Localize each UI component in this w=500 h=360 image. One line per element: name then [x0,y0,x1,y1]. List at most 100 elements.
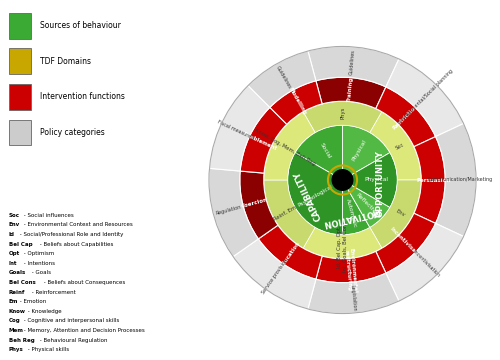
Text: Restrictions: Restrictions [392,101,422,131]
Text: Physical: Physical [364,177,388,183]
Wedge shape [288,153,343,235]
Text: Phys: Phys [340,107,345,120]
Wedge shape [376,213,436,273]
Text: Sources of behaviour: Sources of behaviour [40,21,121,30]
Wedge shape [370,180,421,248]
Text: Reinf: Reinf [8,289,25,294]
Text: Coercion: Coercion [241,198,268,210]
Text: TDF Domains: TDF Domains [40,57,91,66]
Bar [8,120,31,145]
Wedge shape [303,101,382,132]
Text: - Behavioural Regulation: - Behavioural Regulation [38,338,108,343]
Text: Know, Cog, Mem, Beh Reg: Know, Cog, Mem, Beh Reg [254,127,316,166]
Text: Service provision: Service provision [260,258,289,296]
Text: - Goals: - Goals [30,270,51,275]
Text: Goals: Goals [8,270,26,275]
Text: Bel Cap: Bel Cap [8,242,32,247]
Text: Physical: Physical [352,139,368,162]
Text: Mem: Mem [8,328,24,333]
Text: Training: Training [347,77,354,103]
Wedge shape [209,168,258,257]
Text: Legislation: Legislation [349,284,356,311]
Text: - Environmental Context and Resources: - Environmental Context and Resources [22,222,133,228]
Text: Persuasion: Persuasion [416,177,450,183]
Text: Int: Int [8,261,17,266]
Text: - Beliefs about Consequences: - Beliefs about Consequences [42,280,125,285]
Wedge shape [316,77,386,109]
Text: Policy categories: Policy categories [40,128,105,137]
Wedge shape [264,112,315,180]
Wedge shape [386,59,464,136]
Text: Modelling: Modelling [287,87,307,116]
Text: Env: Env [8,222,20,228]
Wedge shape [248,51,316,107]
Bar [8,49,31,74]
Text: Id, Bel Cap, Opt,
Int, Goals, Bel Cons: Id, Bel Cap, Opt, Int, Goals, Bel Cons [337,221,348,272]
Wedge shape [342,125,390,180]
Bar [8,13,31,39]
Text: Bel Cons: Bel Cons [8,280,36,285]
Text: Psychological: Psychological [298,183,335,207]
Text: Environmental
restructuring: Environmental restructuring [343,247,358,293]
Wedge shape [233,239,316,309]
Text: - Reinforcement: - Reinforcement [30,289,76,294]
Text: Beh Reg: Beh Reg [8,338,34,343]
Text: Environmental/Social planning: Environmental/Social planning [398,68,454,125]
Wedge shape [436,123,476,237]
Wedge shape [342,180,370,235]
Wedge shape [240,171,278,239]
Wedge shape [303,228,382,259]
Wedge shape [295,125,343,180]
Wedge shape [240,107,287,173]
Text: - Knowledge: - Knowledge [26,309,62,314]
Text: CAPABILITY: CAPABILITY [293,170,324,222]
Text: Education: Education [280,240,301,269]
Text: Intervention functions: Intervention functions [40,93,125,102]
Wedge shape [316,251,386,283]
Text: Guidelines: Guidelines [349,49,356,75]
Text: Cog: Cog [8,318,20,323]
Text: Automatic: Automatic [345,198,358,228]
Text: Reflective: Reflective [354,192,379,216]
Wedge shape [376,87,436,147]
Wedge shape [270,81,322,124]
Wedge shape [386,224,464,301]
Text: - Beliefs about Capabilities: - Beliefs about Capabilities [38,242,114,247]
Text: Soc: Soc [8,213,20,218]
Text: OPPORTUNITY: OPPORTUNITY [376,150,384,217]
Text: Em: Em [8,299,18,304]
Bar [8,84,31,110]
Text: Enablement: Enablement [242,131,278,152]
Text: Social: Social [319,141,332,159]
Wedge shape [210,86,270,171]
Text: - Memory, Attention and Decision Processes: - Memory, Attention and Decision Process… [22,328,145,333]
Text: MOTIVATION: MOTIVATION [322,206,380,228]
Text: Fiscal measures: Fiscal measures [217,120,254,140]
Text: Soc: Soc [395,142,406,151]
Wedge shape [370,112,421,180]
Text: - Emotion: - Emotion [18,299,46,304]
Wedge shape [308,273,399,314]
Text: - Social influences: - Social influences [22,213,74,218]
Wedge shape [258,225,322,279]
Wedge shape [342,180,390,228]
Circle shape [332,170,353,190]
Wedge shape [308,46,399,87]
Text: - Social/Professional Role and Identity: - Social/Professional Role and Identity [18,232,124,237]
Text: Reinf, Em: Reinf, Em [272,205,297,222]
Text: Incentivisation: Incentivisation [388,226,425,262]
Text: Id: Id [8,232,14,237]
Wedge shape [342,153,398,207]
Text: Communication/Marketing: Communication/Marketing [428,177,493,183]
Text: Incentivisation: Incentivisation [412,249,440,278]
Text: Opt: Opt [8,251,20,256]
Wedge shape [414,136,445,224]
Text: Env: Env [395,209,406,218]
Text: - Optimism: - Optimism [22,251,54,256]
Wedge shape [264,180,315,248]
Text: - Cognitive and interpersonal skills: - Cognitive and interpersonal skills [22,318,120,323]
Text: - Physical skills: - Physical skills [26,347,70,352]
Text: Know: Know [8,309,25,314]
Text: - Intentions: - Intentions [22,261,56,266]
Text: Regulation: Regulation [215,205,242,216]
